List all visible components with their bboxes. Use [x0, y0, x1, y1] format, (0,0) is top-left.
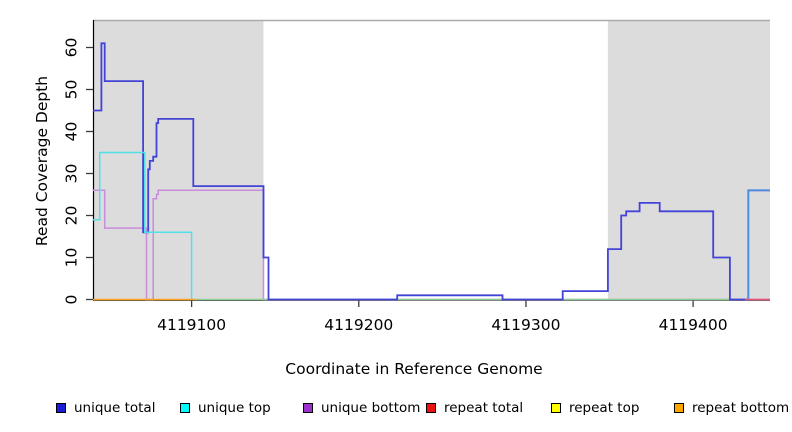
- y-tick-label: 50: [63, 80, 81, 100]
- y-tick-label: 60: [63, 38, 81, 58]
- legend-label: repeat bottom: [692, 400, 790, 416]
- repeat-region-shade: [607, 20, 770, 300]
- series-unique-bottom: [93, 189, 770, 301]
- x-tick-label: 4119100: [157, 316, 226, 334]
- legend-label: unique top: [198, 400, 271, 416]
- legend-label: unique total: [74, 400, 156, 416]
- y-tick-label: 20: [63, 206, 81, 226]
- x-axis-title: Coordinate in Reference Genome: [0, 360, 792, 378]
- y-tick-label: 30: [63, 164, 81, 184]
- legend-item-unique-bottom: unique bottom: [303, 398, 420, 418]
- legend: unique total unique top unique bottom re…: [0, 398, 792, 420]
- repeat-region-shade: [93, 20, 264, 300]
- unique-total-swatch-icon: [56, 403, 66, 413]
- legend-label: unique bottom: [321, 400, 421, 416]
- series-unique-total: [93, 42, 770, 301]
- repeat-top-swatch-icon: [551, 403, 561, 413]
- y-axis-title: Read Coverage Depth: [33, 75, 51, 247]
- series-unique-top: [93, 151, 193, 300]
- y-tick-label: 10: [63, 248, 81, 268]
- legend-item-unique-total: unique total: [56, 398, 155, 418]
- y-tick-label: 40: [63, 122, 81, 142]
- repeat-bottom-swatch-icon: [674, 403, 684, 413]
- legend-item-repeat-bottom: repeat bottom: [674, 398, 789, 418]
- x-tick-label: 4119200: [324, 316, 393, 334]
- unique-bottom-swatch-icon: [303, 403, 313, 413]
- repeat-total-swatch-icon: [426, 403, 436, 413]
- x-tick-label: 4119400: [659, 316, 728, 334]
- y-tick-label: 0: [63, 295, 81, 305]
- legend-item-unique-top: unique top: [180, 398, 271, 418]
- legend-item-repeat-total: repeat total: [426, 398, 523, 418]
- legend-label: repeat top: [569, 400, 640, 416]
- unique-top-swatch-icon: [180, 403, 190, 413]
- x-axis-title-text: Coordinate in Reference Genome: [285, 360, 543, 378]
- coverage-plot-canvas: 4119100 4119200 4119300 4119400 0 10 20 30 40 50 6…: [63, 19, 770, 334]
- legend-item-repeat-top: repeat top: [551, 398, 639, 418]
- legend-label: repeat total: [444, 400, 524, 416]
- x-tick-label: 4119300: [491, 316, 560, 334]
- series-unique-top: [747, 189, 770, 300]
